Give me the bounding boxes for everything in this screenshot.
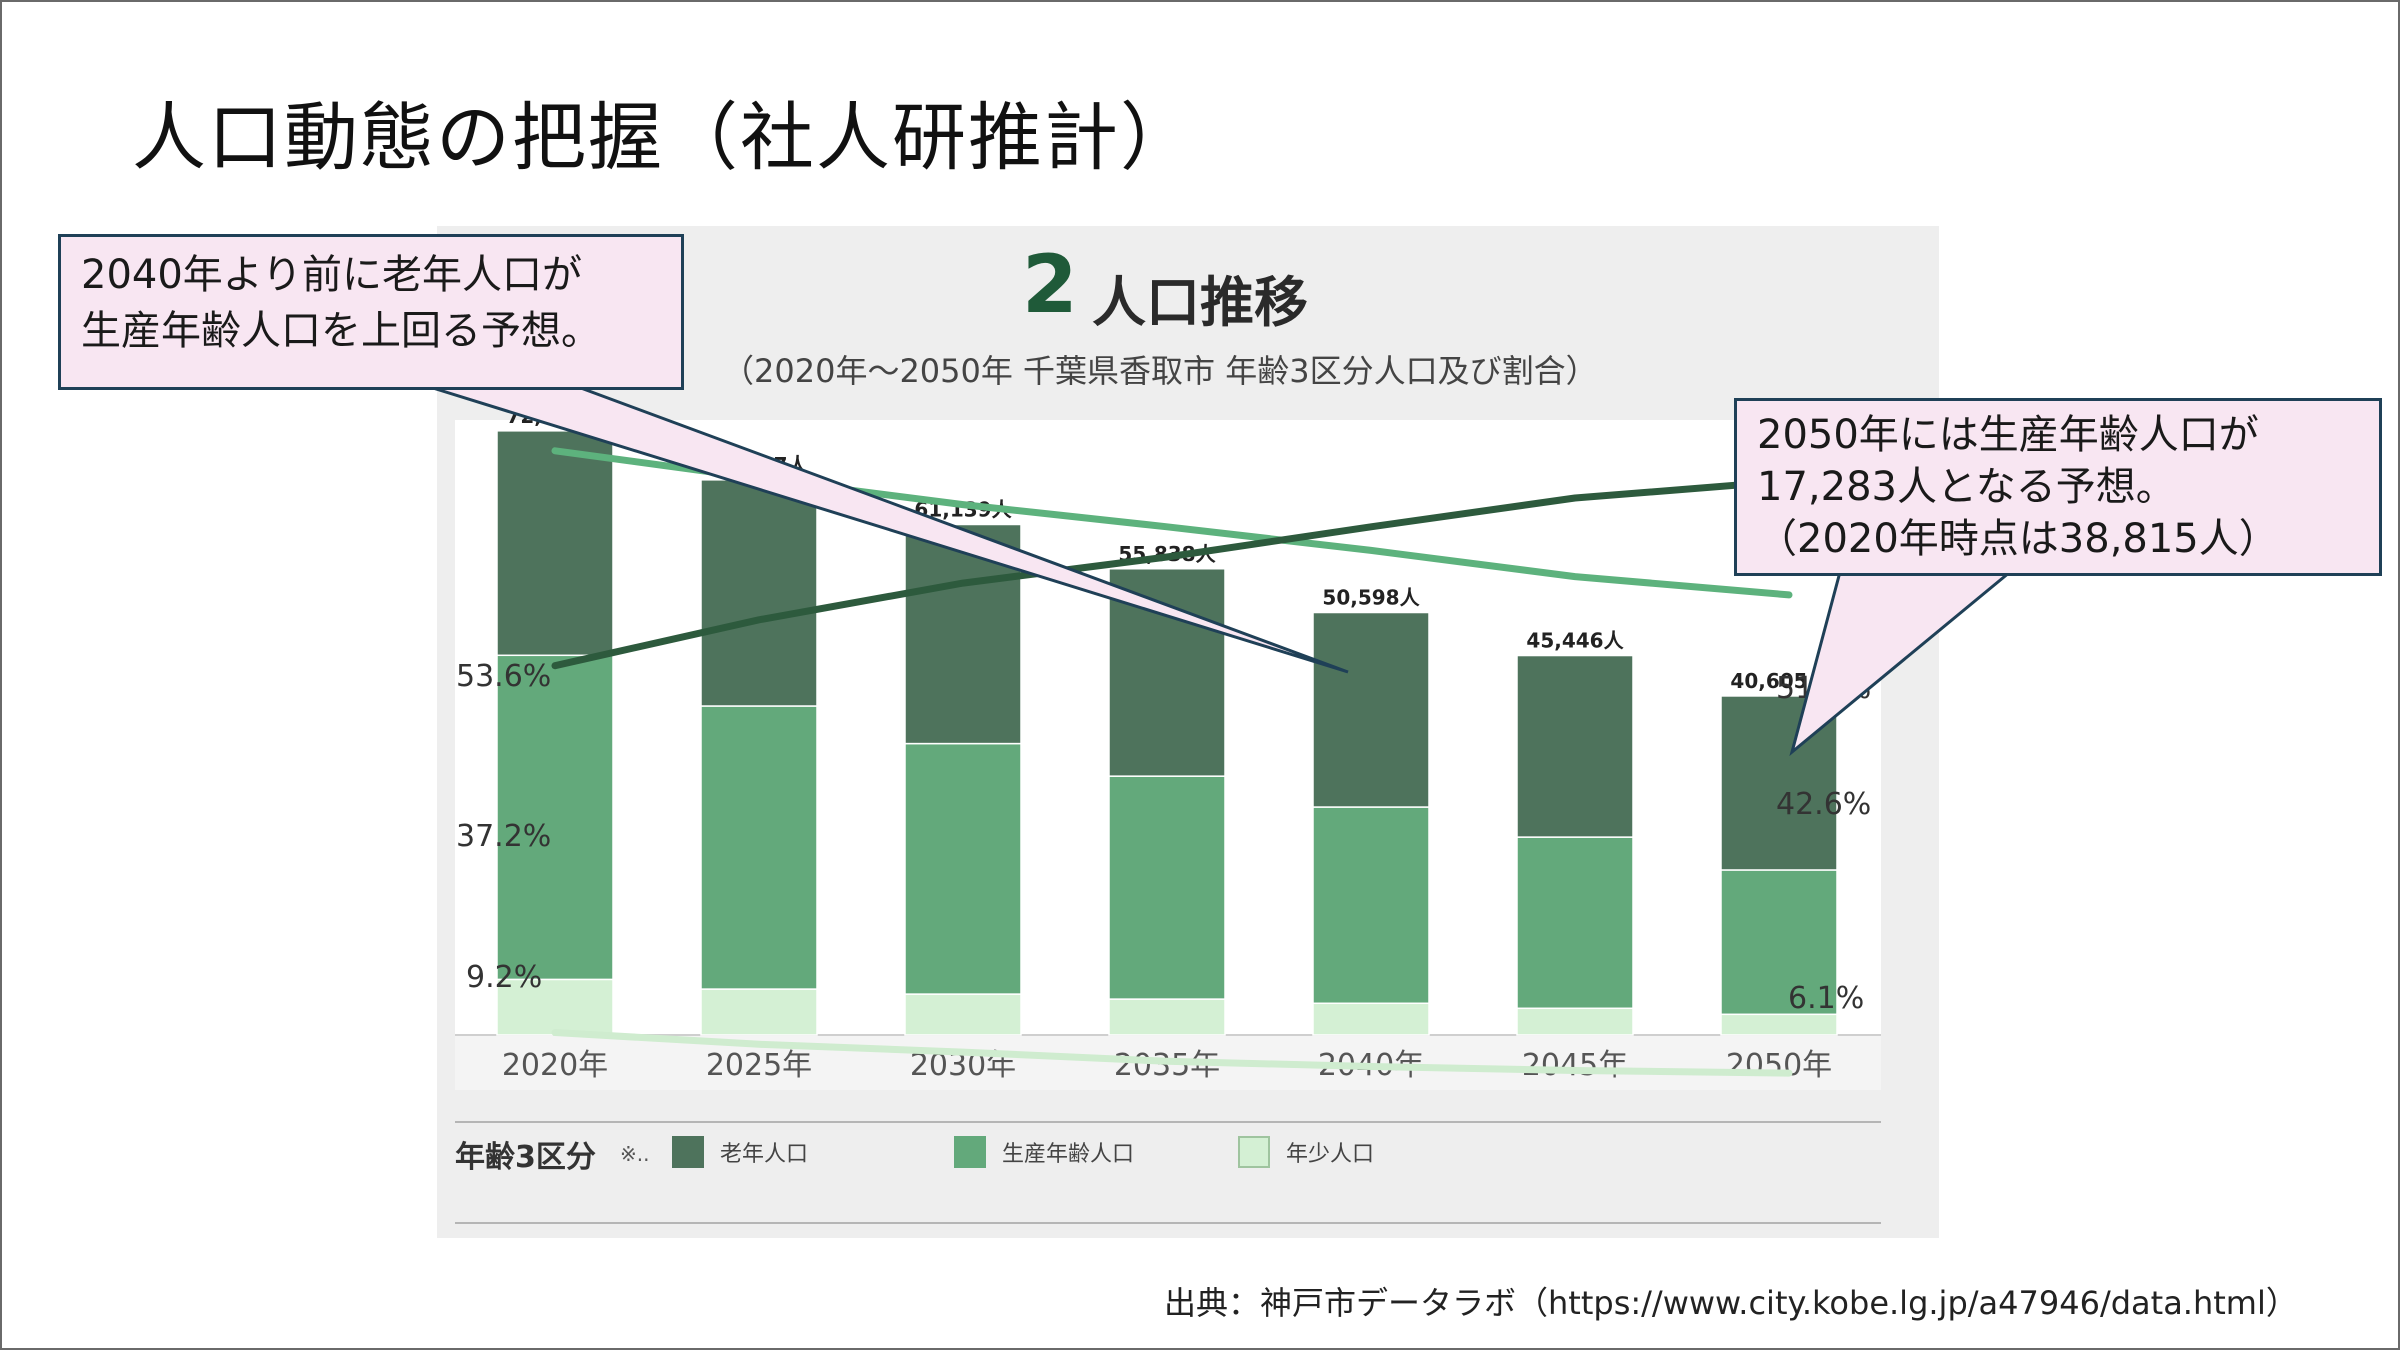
ratio-label-working-end: 42.6% bbox=[1776, 787, 1871, 822]
bar-working-2 bbox=[904, 742, 1022, 995]
legend-item-elderly: 老年人口 bbox=[672, 1134, 808, 1170]
ratio-label-elderly-end: 51.3% bbox=[1776, 671, 1871, 706]
bar-working-0 bbox=[496, 654, 614, 981]
source-citation: 出典：神戸市データラボ（https://www.city.kobe.lg.jp/… bbox=[1164, 1284, 2298, 1322]
callout-left: 2040年より前に老年人口が 生産年齢人口を上回る予想。 bbox=[58, 234, 684, 390]
legend-note: ※.. bbox=[620, 1142, 650, 1166]
callout-right-line-1: 2050年には生産年齢人口が bbox=[1757, 412, 2259, 458]
bar-youth-3 bbox=[1108, 998, 1226, 1036]
bar-youth-0 bbox=[496, 978, 614, 1036]
chart-title: 人口推移 bbox=[1092, 271, 1308, 334]
bar-working-5 bbox=[1516, 836, 1634, 1010]
bar-youth-1 bbox=[700, 988, 818, 1036]
bar-total-label-5: 45,446人 bbox=[1526, 629, 1624, 653]
callout-left-line-2: 生産年齢人口を上回る予想。 bbox=[81, 308, 601, 354]
x-tick-label-5: 2045年 bbox=[1522, 1048, 1628, 1083]
callout-right-line-3: （2020年時点は38,815人） bbox=[1757, 516, 2279, 562]
bar-elderly-3 bbox=[1108, 568, 1226, 777]
bar-working-6 bbox=[1720, 869, 1838, 1016]
bar-elderly-6 bbox=[1720, 695, 1838, 871]
callout-right: 2050年には生産年齢人口が 17,283人となる予想。 （2020年時点は38… bbox=[1734, 398, 2382, 576]
chart-title-number: 2 bbox=[1022, 238, 1078, 331]
bar-elderly-0 bbox=[496, 430, 614, 657]
bar-elderly-2 bbox=[904, 523, 1022, 745]
bar-youth-4 bbox=[1312, 1002, 1430, 1036]
slide-title: 人口動態の把握（社人研推計） bbox=[132, 95, 1196, 181]
bar-youth-6 bbox=[1720, 1013, 1838, 1036]
bar-working-3 bbox=[1108, 775, 1226, 1000]
legend-swatch-youth bbox=[1238, 1136, 1270, 1168]
ratio-label-youth-start: 9.2% bbox=[466, 960, 542, 995]
legend-label-youth: 年少人口 bbox=[1286, 1142, 1375, 1167]
callout-left-line-1: 2040年より前に老年人口が bbox=[81, 252, 582, 298]
legend-swatch-elderly bbox=[672, 1136, 704, 1168]
ratio-line-youth bbox=[551, 1029, 1793, 1077]
legend-item-youth: 年少人口 bbox=[1238, 1134, 1374, 1170]
ratio-label-working-start: 53.6% bbox=[456, 659, 551, 694]
bar-total-label-4: 50,598人 bbox=[1322, 586, 1420, 610]
bar-elderly-1 bbox=[700, 479, 818, 707]
legend-title: 年齢3区分 bbox=[455, 1140, 596, 1175]
x-tick-label-1: 2025年 bbox=[706, 1048, 812, 1083]
legend-top-divider bbox=[455, 1121, 1881, 1123]
x-tick-label-0: 2020年 bbox=[502, 1048, 608, 1083]
bar-working-4 bbox=[1312, 806, 1430, 1005]
ratio-label-youth-end: 6.1% bbox=[1788, 981, 1864, 1016]
bar-total-label-0: 72,356人 bbox=[506, 404, 604, 428]
ratio-label-elderly-start: 37.2% bbox=[456, 819, 551, 854]
legend-item-working: 生産年齢人口 bbox=[954, 1134, 1134, 1170]
bar-elderly-5 bbox=[1516, 654, 1634, 838]
legend-label-elderly: 老年人口 bbox=[720, 1142, 809, 1167]
x-tick-label-6: 2050年 bbox=[1726, 1048, 1832, 1083]
bar-youth-2 bbox=[904, 993, 1022, 1036]
callout-right-line-2: 17,283人となる予想。 bbox=[1757, 464, 2176, 510]
legend-label-working: 生産年齢人口 bbox=[1002, 1142, 1135, 1167]
legend-swatch-working bbox=[954, 1136, 986, 1168]
bar-working-1 bbox=[700, 705, 818, 990]
legend-bottom-divider bbox=[455, 1222, 1881, 1224]
bar-elderly-4 bbox=[1312, 611, 1430, 808]
bar-youth-5 bbox=[1516, 1007, 1634, 1036]
